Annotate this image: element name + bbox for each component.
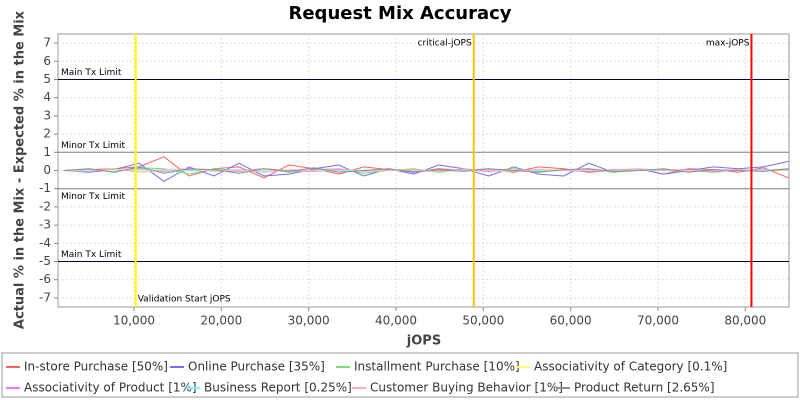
y-axis-label: Actual % in the Mix - Expected % in the … xyxy=(13,10,28,329)
marker-label: critical-jOPS xyxy=(418,39,472,49)
legend-label: Customer Buying Behavior [1%] xyxy=(370,381,563,395)
y-tick-label: 7 xyxy=(43,36,51,50)
y-tick-label: 2 xyxy=(43,127,51,141)
y-tick-label: -5 xyxy=(39,254,51,268)
y-tick-label: -3 xyxy=(39,218,51,232)
x-tick-label: 80,000 xyxy=(724,314,766,328)
x-tick-label: 10,000 xyxy=(113,314,155,328)
legend-box xyxy=(1,352,799,398)
y-tick-label: -7 xyxy=(39,290,51,304)
legend-label: Installment Purchase [10%] xyxy=(354,360,520,374)
x-tick-label: 50,000 xyxy=(462,314,504,328)
marker-label: max-jOPS xyxy=(706,39,750,49)
x-tick-label: 40,000 xyxy=(375,314,417,328)
legend-label: Associativity of Product [1%] xyxy=(24,381,197,395)
legend-label: Product Return [2.65%] xyxy=(574,381,715,395)
y-tick-label: -1 xyxy=(39,181,51,195)
legend-label: Business Report [0.25%] xyxy=(204,381,352,395)
series-line xyxy=(64,166,789,174)
chart-title: Request Mix Accuracy xyxy=(288,3,511,24)
limit-label: Minor Tx Limit xyxy=(61,192,126,202)
limit-label: Minor Tx Limit xyxy=(61,141,126,151)
legend-label: In-store Purchase [50%] xyxy=(24,360,168,374)
y-tick-label: -2 xyxy=(39,199,51,213)
y-tick-label: 1 xyxy=(43,145,51,159)
y-tick-label: 6 xyxy=(43,54,51,68)
y-tick-label: -6 xyxy=(39,272,51,286)
y-tick-label: 0 xyxy=(43,163,51,177)
limit-label: Main Tx Limit xyxy=(61,250,122,260)
x-tick-label: 30,000 xyxy=(288,314,330,328)
legend-label: Associativity of Category [0.1%] xyxy=(534,360,727,374)
x-tick-label: 70,000 xyxy=(637,314,679,328)
limit-label: Main Tx Limit xyxy=(61,68,122,78)
x-tick-label: 60,000 xyxy=(550,314,592,328)
y-tick-label: -4 xyxy=(39,236,51,250)
marker-label: Validation Start jOPS xyxy=(138,295,231,305)
y-tick-label: 4 xyxy=(43,90,51,104)
y-tick-label: 5 xyxy=(43,72,51,86)
x-axis-label: jOPS xyxy=(406,334,441,349)
y-tick-label: 3 xyxy=(43,108,51,122)
legend-label: Online Purchase [35%] xyxy=(188,360,325,374)
x-tick-label: 20,000 xyxy=(200,314,242,328)
